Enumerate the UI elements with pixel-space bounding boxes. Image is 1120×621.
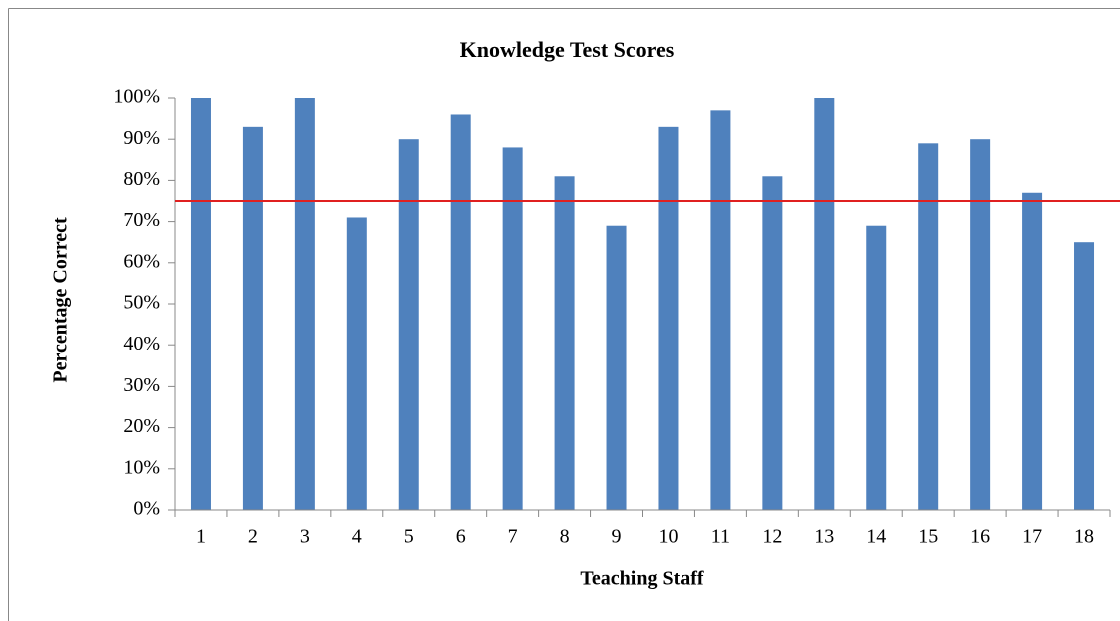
bar: [606, 225, 627, 510]
x-tick-label: 18: [1074, 526, 1094, 548]
x-tick-label: 1: [196, 526, 206, 548]
bar: [242, 126, 263, 510]
y-tick-label: 20%: [123, 415, 160, 437]
bar: [190, 98, 211, 510]
x-tick-label: 4: [352, 526, 362, 548]
y-tick-label: 100%: [113, 86, 160, 108]
y-tick-label: 40%: [123, 333, 160, 355]
x-tick-label: 6: [456, 526, 466, 548]
x-axis-title: Teaching Staff: [580, 568, 704, 590]
y-axis-title: Percentage Correct: [50, 217, 72, 383]
x-tick-label: 8: [560, 526, 570, 548]
x-tick-label: 2: [248, 526, 258, 548]
x-tick-label: 9: [612, 526, 622, 548]
y-tick-label: 50%: [123, 292, 160, 314]
bar: [762, 176, 783, 510]
x-tick-label: 12: [762, 526, 782, 548]
x-tick-label: 17: [1022, 526, 1042, 548]
y-tick-label: 90%: [123, 127, 160, 149]
bar: [554, 176, 575, 510]
bar: [710, 110, 731, 511]
x-tick-label: 16: [970, 526, 990, 548]
x-tick-label: 5: [404, 526, 414, 548]
x-tick-label: 3: [300, 526, 310, 548]
bar: [294, 98, 315, 510]
bar: [866, 225, 887, 510]
y-tick-label: 60%: [123, 250, 160, 272]
x-tick-label: 7: [508, 526, 518, 548]
x-tick-label: 11: [711, 526, 730, 548]
bar: [502, 147, 523, 510]
y-tick-label: 80%: [123, 168, 160, 190]
y-tick-label: 70%: [123, 209, 160, 231]
bar: [1022, 192, 1043, 510]
bar: [814, 98, 835, 510]
bar: [450, 114, 471, 510]
x-tick-label: 14: [866, 526, 886, 548]
bar: [918, 143, 939, 510]
bar: [970, 139, 991, 510]
bar: [346, 217, 367, 511]
y-tick-label: 0%: [133, 498, 160, 520]
chart-title: Knowledge Test Scores: [460, 37, 675, 62]
x-tick-label: 15: [918, 526, 938, 548]
x-tick-label: 13: [814, 526, 834, 548]
bar: [398, 139, 419, 510]
bar: [1074, 242, 1095, 510]
y-tick-label: 30%: [123, 374, 160, 396]
x-tick-label: 10: [658, 526, 678, 548]
y-tick-label: 10%: [123, 456, 160, 478]
bar: [658, 126, 679, 510]
